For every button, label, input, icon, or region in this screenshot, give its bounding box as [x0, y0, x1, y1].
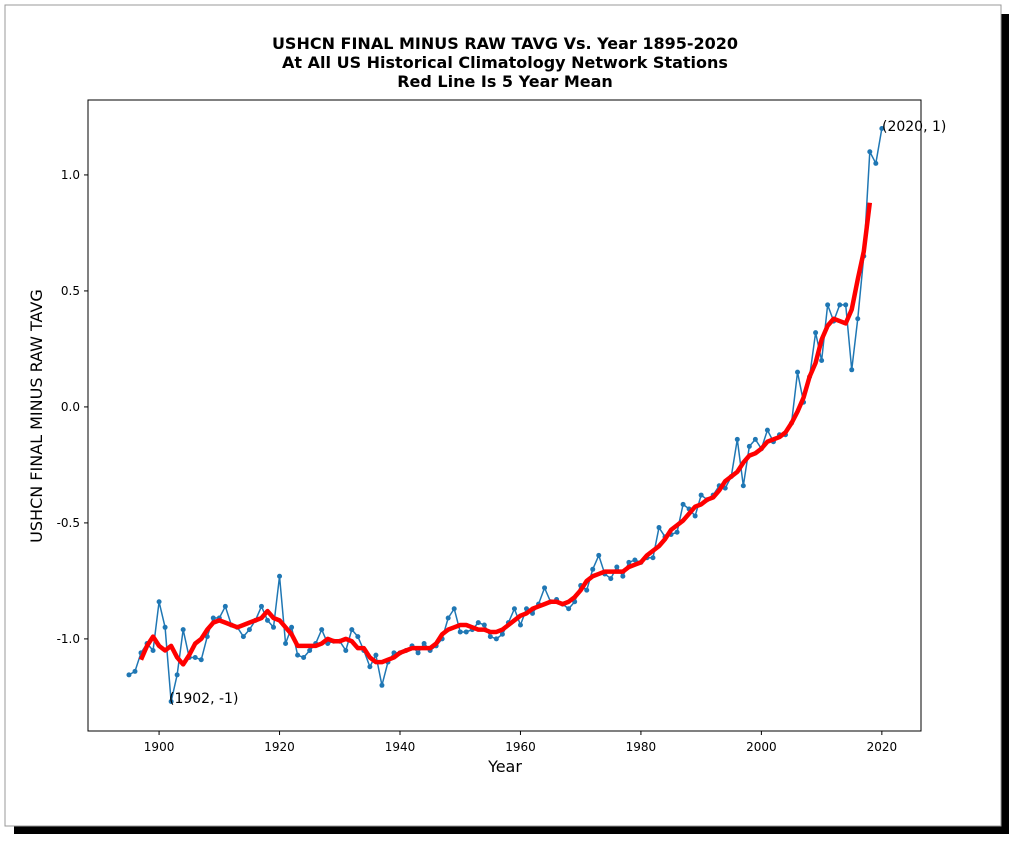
data-point: [680, 501, 686, 507]
data-point: [867, 149, 873, 155]
data-point: [566, 606, 572, 612]
data-point: [590, 566, 596, 572]
data-point: [481, 622, 487, 628]
y-axis-label: USHCN FINAL MINUS RAW TAVG: [27, 289, 46, 543]
data-point: [210, 615, 216, 621]
data-point: [457, 629, 463, 635]
data-point: [674, 529, 680, 535]
data-point: [367, 664, 373, 670]
data-point: [180, 627, 186, 633]
data-point: [542, 585, 548, 591]
data-point: [415, 650, 421, 656]
data-point: [620, 573, 626, 579]
data-point: [258, 603, 264, 609]
data-point: [734, 436, 740, 442]
data-point: [825, 302, 831, 308]
data-point: [174, 672, 180, 678]
data-point: [608, 576, 614, 582]
data-point: [301, 654, 307, 660]
data-point: [584, 587, 590, 593]
data-point: [264, 617, 270, 623]
data-point: [487, 634, 493, 640]
data-point: [499, 631, 505, 637]
data-point: [837, 302, 843, 308]
data-point: [240, 634, 246, 640]
data-point: [614, 564, 620, 570]
plot-area: [87, 99, 922, 732]
data-point: [373, 652, 379, 658]
data-point: [764, 427, 770, 433]
x-tick-label: 2020: [867, 740, 898, 754]
data-point: [343, 648, 349, 654]
data-point: [475, 620, 481, 626]
x-tick-label: 1960: [505, 740, 536, 754]
data-point: [873, 160, 879, 166]
x-tick-label: 1900: [144, 740, 175, 754]
x-tick-label: 1940: [385, 740, 416, 754]
data-point: [517, 622, 523, 628]
y-tick-label: -1.0: [57, 632, 80, 646]
data-point: [132, 668, 138, 674]
y-tick-label: 0.0: [61, 400, 80, 414]
annotation: (1902, -1): [169, 691, 238, 707]
data-point: [307, 648, 313, 654]
data-point: [355, 634, 361, 640]
data-point: [493, 636, 499, 642]
data-point: [277, 573, 283, 579]
x-axis-label: Year: [487, 757, 522, 776]
data-point: [283, 641, 289, 647]
chart-subtitle: Red Line Is 5 Year Mean: [397, 72, 613, 91]
y-tick-label: -0.5: [57, 516, 80, 530]
data-point: [156, 599, 162, 605]
y-tick-label: 1.0: [61, 168, 80, 182]
data-point: [650, 555, 656, 561]
data-point: [843, 302, 849, 308]
data-point: [126, 672, 132, 678]
x-tick-label: 1920: [264, 740, 295, 754]
annotation: (2020, 1): [882, 119, 946, 135]
data-point: [379, 682, 385, 688]
data-point: [295, 652, 301, 658]
data-point: [319, 627, 325, 633]
data-point: [349, 627, 355, 633]
data-point: [463, 629, 469, 635]
data-point: [698, 492, 704, 498]
data-point: [168, 699, 174, 705]
data-point: [746, 443, 752, 449]
data-point: [752, 436, 758, 442]
data-point: [692, 513, 698, 519]
data-point: [198, 657, 204, 663]
data-point: [445, 615, 451, 621]
data-point: [795, 369, 801, 375]
data-point: [246, 627, 252, 633]
data-point: [656, 525, 662, 531]
frame: [4, 4, 1002, 827]
data-point: [740, 483, 746, 489]
data-point: [632, 557, 638, 563]
data-point: [855, 316, 861, 322]
data-point: [596, 552, 602, 558]
data-point: [222, 603, 228, 609]
data-point: [271, 624, 277, 630]
data-point: [626, 559, 632, 565]
data-point: [879, 126, 885, 132]
data-point: [813, 330, 819, 336]
data-point: [511, 606, 517, 612]
data-point: [451, 606, 457, 612]
data-point: [289, 624, 295, 630]
data-point: [150, 648, 156, 654]
x-tick-label: 1980: [626, 740, 657, 754]
x-tick-label: 2000: [746, 740, 777, 754]
data-point: [421, 641, 427, 647]
chart-title: USHCN FINAL MINUS RAW TAVG Vs. Year 1895…: [272, 34, 738, 53]
data-point: [192, 654, 198, 660]
mean-line: [138, 202, 873, 667]
data-point: [162, 624, 168, 630]
data-point: [819, 358, 825, 364]
data-point: [849, 367, 855, 373]
chart-subtitle: At All US Historical Climatology Network…: [282, 53, 728, 72]
y-tick-label: 0.5: [61, 284, 80, 298]
